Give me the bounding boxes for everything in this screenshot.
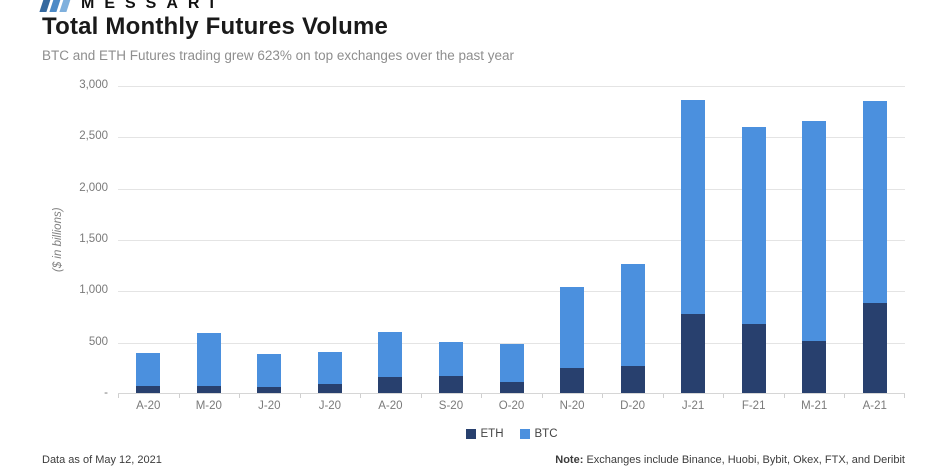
bar-segment-btc [257,354,282,387]
bar-segment-eth [499,381,524,393]
bar-s-20-5 [438,341,463,393]
bar-segment-btc [741,127,766,324]
gridline-2500 [118,137,905,139]
x-tick-label: J-20 [318,400,342,412]
x-axis-tick [723,394,725,398]
legend-swatch-btc [519,429,530,439]
bar-segment-btc [620,264,645,367]
x-axis-tick [844,394,846,398]
gridline-1000 [118,291,905,293]
y-tick-label: 3,000 [79,79,108,91]
x-tick-label: J-21 [681,400,705,412]
messari-logo-text: MESSARI [81,0,224,12]
gridline-500 [118,342,905,344]
messari-logo: MESSARI [39,0,224,13]
bar-segment-eth [257,386,282,393]
x-axis-tick [118,394,119,398]
x-axis-tick [299,394,301,398]
x-axis-tick [481,394,483,398]
x-tick-label: S-20 [438,400,464,412]
bar-n-20-7 [560,286,585,393]
bar-segment-eth [438,375,463,393]
page-title: Total Monthly Futures Volume [42,13,389,40]
chart-subtitle: BTC and ETH Futures trading grew 623% on… [42,48,515,63]
bar-segment-btc [136,352,161,387]
gridline-3000 [118,86,905,87]
bar-segment-btc [378,332,403,378]
bar-j-21-9 [681,99,706,393]
x-axis-tick [783,394,785,398]
x-tick-label: J-20 [258,400,281,412]
bar-segment-eth [620,366,645,393]
x-axis-tick [178,394,180,398]
bar-segment-eth [741,323,766,393]
bar-segment-eth [802,341,827,393]
bar-segment-eth [317,383,342,393]
bar-segment-eth [862,302,887,393]
legend-swatch-eth [465,429,476,439]
bar-a-20-0 [136,352,161,393]
bar-segment-eth [560,367,585,393]
bar-d-20-8 [620,264,645,393]
x-axis-tick [541,394,543,398]
bar-m-21-11 [802,121,827,393]
y-tick-label: 2,500 [79,130,108,143]
bar-segment-eth [136,386,161,393]
x-tick-label: O-20 [498,400,525,412]
legend-item-eth: ETH [465,428,504,440]
x-tick-label: A-20 [378,400,403,412]
x-tick-label: F-21 [741,400,766,412]
y-tick-label: 1,000 [79,284,108,297]
gridline-2000 [118,188,905,190]
bar-segment-btc [499,343,524,382]
bar-segment-eth [196,385,221,393]
y-tick-label: 2,000 [79,181,108,194]
bar-segment-btc [438,341,463,376]
x-axis-tick [662,394,664,398]
chart-legend: ETH BTC [118,428,905,440]
bar-j-20-2 [257,354,282,393]
x-tick-label: N-20 [559,400,585,412]
legend-item-btc: BTC [519,428,558,440]
legend-label-eth: ETH [480,428,504,440]
bar-segment-btc [196,332,221,386]
x-axis-tick [602,394,604,398]
legend-label-btc: BTC [534,428,558,440]
bar-segment-btc [802,121,827,342]
y-tick-label: 500 [88,335,108,348]
chart-footer: Data as of May 12, 2021 Note: Exchanges … [42,454,905,466]
bar-segment-btc [862,100,887,303]
bar-segment-eth [378,377,403,393]
x-tick-label: A-21 [862,400,887,412]
bar-o-20-6 [499,343,524,393]
plot-area: A-20 M-20 J-20 J-20 A-20 S-20 O-20 N-20 D-20 J-21… [118,86,905,412]
bar-m-20-1 [196,332,221,393]
bar-a-21-12 [862,100,887,393]
bar-j-20-3 [317,351,342,393]
bar-segment-btc [681,99,706,315]
x-axis-tick [360,394,362,398]
y-tick-label: - [104,387,108,399]
x-tick-label: A-20 [136,400,161,412]
data-as-of-text: Data as of May 12, 2021 [42,454,162,466]
x-axis-tick [420,394,422,398]
bar-a-20-4 [378,332,403,393]
footnote-text: Note: Exchanges include Binance, Huobi, … [555,454,905,466]
bar-segment-eth [681,314,706,393]
x-axis-tick [239,394,241,398]
x-axis-tick [904,394,905,398]
bar-segment-btc [560,286,585,368]
x-tick-label: M-21 [801,400,828,412]
y-axis-labels: - 500 1,000 1,500 2,000 2,500 3,000 [0,79,108,399]
x-tick-label: M-20 [195,400,222,412]
y-tick-label: 1,500 [79,233,108,245]
gridline-1500 [118,240,905,241]
x-tick-label: D-20 [620,400,646,412]
bar-f-21-10 [741,127,766,393]
bar-segment-btc [317,351,342,384]
